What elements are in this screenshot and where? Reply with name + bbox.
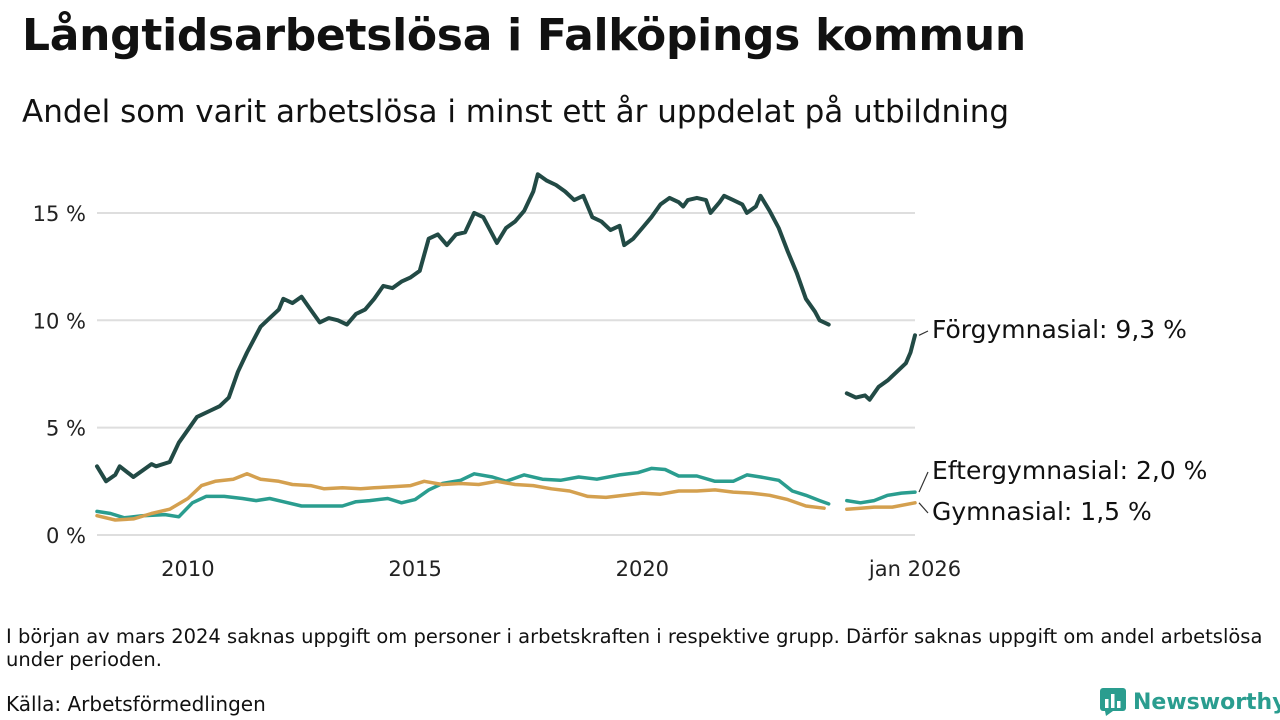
series-lines — [95, 172, 917, 522]
footnote: I början av mars 2024 saknas uppgift om … — [6, 625, 1263, 671]
brand-name: Newsworthy — [1133, 689, 1280, 715]
series-label-eftergymnasial: Eftergymnasial: 2,0 % — [932, 456, 1207, 485]
y-axis-labels: 0 % 5 % 10 % 15 % — [33, 202, 86, 548]
series-line-förgymnasial-seg0 — [95, 172, 831, 484]
bar-chart-logo-icon — [1100, 688, 1126, 716]
chart-title: Långtidsarbetslösa i Falköpings kommun — [22, 10, 1026, 61]
label-leader-eftergymnasial — [918, 471, 929, 493]
label-leader-gymnasial — [918, 502, 929, 514]
x-tick-label: 2015 — [388, 557, 441, 581]
series-line-förgymnasial-seg1 — [844, 333, 917, 402]
gridlines — [97, 211, 915, 536]
y-tick-label: 10 % — [33, 309, 86, 333]
source-credit: Källa: Arbetsförmedlingen — [6, 692, 266, 716]
series-line-gymnasial-seg1 — [845, 501, 917, 511]
series-end-labels: Förgymnasial: 9,3 % Eftergymnasial: 2,0 %… — [918, 315, 1207, 526]
x-tick-label: 2020 — [616, 557, 669, 581]
x-tick-label: jan 2026 — [868, 557, 961, 581]
line-chart: 0 % 5 % 10 % 15 % 2010 2015 2020 jan 2026 Förg… — [33, 172, 1207, 581]
x-axis-labels: 2010 2015 2020 jan 2026 — [161, 557, 961, 581]
y-tick-label: 0 % — [46, 524, 86, 548]
label-leader-förgymnasial — [918, 330, 929, 336]
series-line-eftergymnasial-seg0 — [95, 466, 831, 520]
y-tick-label: 15 % — [33, 202, 86, 226]
series-label-gymnasial: Gymnasial: 1,5 % — [932, 497, 1152, 526]
series-line-eftergymnasial-seg1 — [845, 490, 917, 505]
series-line-gymnasial-seg0 — [95, 472, 826, 522]
series-label-förgymnasial: Förgymnasial: 9,3 % — [932, 315, 1187, 344]
x-tick-label: 2010 — [161, 557, 214, 581]
newsworthy-logo[interactable]: Newsworthy — [1100, 686, 1280, 718]
y-tick-label: 5 % — [46, 417, 86, 441]
chart-subtitle: Andel som varit arbetslösa i minst ett å… — [22, 94, 1010, 130]
